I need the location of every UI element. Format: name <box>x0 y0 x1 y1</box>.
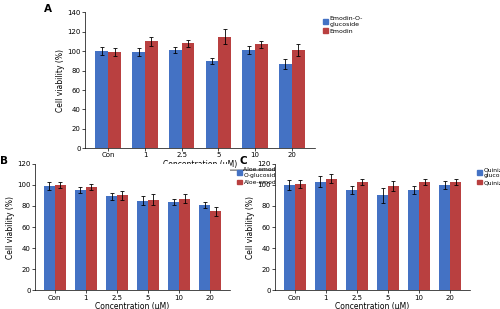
Text: B: B <box>0 156 8 166</box>
Bar <box>419 182 430 290</box>
Bar <box>357 182 368 290</box>
Bar <box>179 199 190 290</box>
Bar <box>388 186 399 290</box>
Bar <box>169 50 181 148</box>
Y-axis label: Cell viability (%): Cell viability (%) <box>246 196 254 259</box>
Text: A: A <box>44 4 52 14</box>
Bar <box>450 182 461 290</box>
Bar <box>326 179 336 290</box>
Bar <box>200 205 210 290</box>
Bar <box>284 185 294 290</box>
Bar <box>168 202 179 290</box>
Bar <box>182 44 194 148</box>
Legend: Aloe emodin-
O-glucoside, Aloe-emodin: Aloe emodin- O-glucoside, Aloe-emodin <box>237 167 284 186</box>
Bar <box>294 184 306 290</box>
Bar <box>210 211 221 290</box>
Y-axis label: Cell viability (%): Cell viability (%) <box>6 196 15 259</box>
Bar <box>148 200 159 290</box>
Bar <box>315 182 326 290</box>
X-axis label: Concentration (μM): Concentration (μM) <box>336 302 409 309</box>
Bar <box>108 52 121 148</box>
X-axis label: Concentration (μM): Concentration (μM) <box>163 160 237 169</box>
Bar <box>137 201 148 290</box>
Bar <box>54 185 66 290</box>
Bar <box>44 186 54 290</box>
Bar <box>242 50 255 148</box>
Y-axis label: Cell viability (%): Cell viability (%) <box>56 49 64 112</box>
Text: C: C <box>240 156 248 166</box>
Bar <box>279 64 291 148</box>
Bar <box>440 185 450 290</box>
X-axis label: Concentration (μM): Concentration (μM) <box>96 302 170 309</box>
Bar <box>377 195 388 290</box>
Bar <box>218 37 231 148</box>
Bar <box>408 190 419 290</box>
Bar <box>145 41 158 148</box>
Legend: Emodin-O-
glucoside, Emodin: Emodin-O- glucoside, Emodin <box>322 15 364 35</box>
Bar <box>132 52 145 148</box>
Bar <box>117 195 128 290</box>
Legend: Quinizarin-O-
glucoside, Quinizarin: Quinizarin-O- glucoside, Quinizarin <box>477 167 500 186</box>
Bar <box>206 61 218 148</box>
Bar <box>292 50 304 148</box>
Bar <box>86 187 97 290</box>
Bar <box>255 44 268 148</box>
Bar <box>346 190 357 290</box>
Bar <box>75 190 86 290</box>
Bar <box>106 197 117 290</box>
Bar <box>96 51 108 148</box>
